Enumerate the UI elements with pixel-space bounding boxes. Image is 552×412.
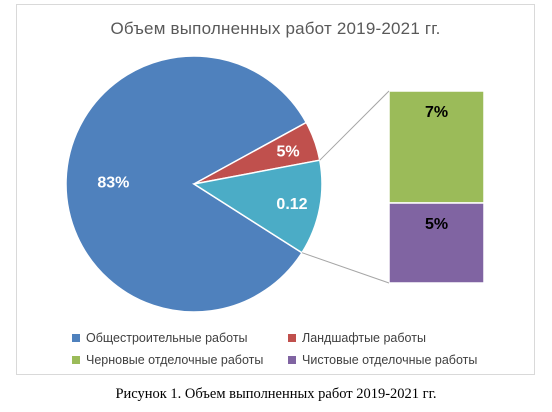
legend-label: Чистовые отделочные работы: [302, 353, 478, 367]
pie-data-label: 5%: [276, 143, 299, 160]
bar-data-label: 7%: [425, 104, 448, 121]
connector-line: [301, 252, 390, 284]
legend-label: Ландшафтые работы: [302, 331, 426, 345]
figure-caption: Рисунок 1. Объем выполненных работ 2019-…: [115, 386, 437, 402]
legend-label: Общестроительные работы: [86, 331, 248, 345]
chart-plot: 83% 5% 0.12 7% 5%: [65, 55, 485, 313]
legend-item: Черновые отделочные работы: [72, 353, 288, 367]
pie-slice: [65, 55, 308, 313]
pie-slice: [191, 159, 323, 254]
legend-item: Чистовые отделочные работы: [288, 353, 477, 367]
legend-item: Общестроительные работы: [72, 331, 288, 345]
legend-item: Ландшафтые работы: [288, 331, 426, 345]
connector-line: [319, 90, 390, 161]
bar-segment: [388, 202, 485, 284]
legend-label: Черновые отделочные работы: [86, 353, 264, 367]
bar-data-label: 5%: [425, 216, 448, 233]
chart-area: Объем выполненных работ 2019-2021 гг. 83…: [16, 4, 535, 375]
pie-data-label: 0.12: [276, 196, 307, 213]
pie-data-label: 83%: [97, 174, 129, 191]
legend-swatch: [72, 356, 80, 364]
legend: Общестроительные работы Ландшафтые работ…: [72, 327, 512, 371]
legend-swatch: [288, 334, 296, 342]
chart-title: Объем выполненных работ 2019-2021 гг.: [110, 19, 441, 38]
legend-swatch: [72, 334, 80, 342]
bar-segment: [388, 90, 485, 204]
legend-swatch: [288, 356, 296, 364]
